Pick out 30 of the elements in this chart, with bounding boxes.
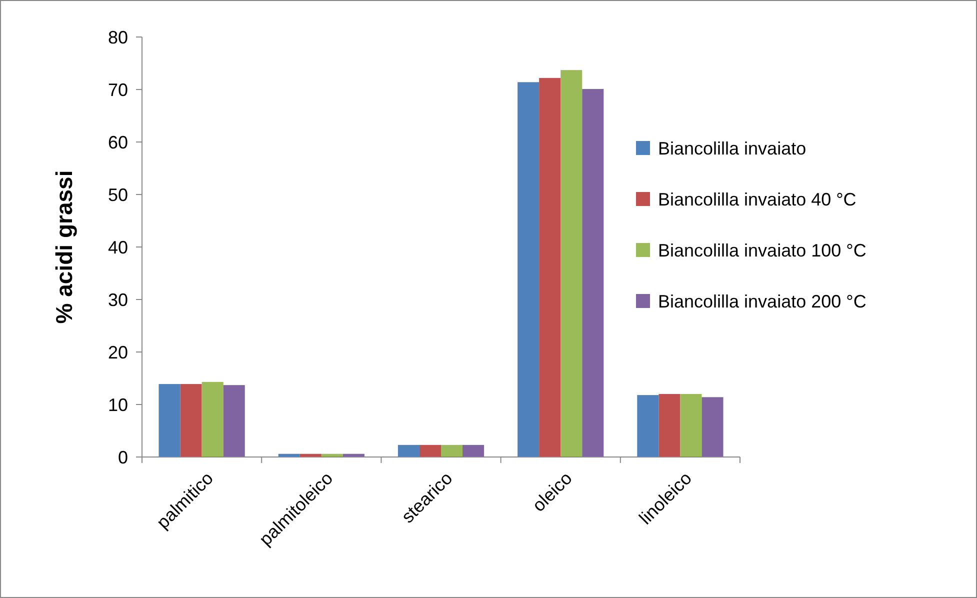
y-tick-label: 30 bbox=[108, 290, 128, 310]
bar bbox=[441, 444, 463, 457]
bar bbox=[560, 70, 582, 457]
bar bbox=[223, 385, 245, 457]
bar bbox=[462, 444, 484, 457]
y-tick-label: 60 bbox=[108, 132, 128, 152]
bar bbox=[158, 384, 180, 457]
y-tick-label: 40 bbox=[108, 237, 128, 258]
y-axis-title: % acidi grassi bbox=[51, 170, 77, 324]
bar bbox=[202, 382, 224, 457]
y-tick-label: 20 bbox=[108, 342, 128, 362]
bar bbox=[702, 397, 724, 457]
bar bbox=[419, 444, 441, 457]
bar bbox=[398, 444, 420, 457]
bar bbox=[680, 394, 702, 457]
bar bbox=[637, 395, 659, 457]
legend-label: Biancolilla invaiato 40 °C bbox=[658, 189, 856, 210]
bar bbox=[582, 88, 604, 457]
y-tick-label: 80 bbox=[108, 27, 128, 48]
bar bbox=[180, 384, 202, 457]
legend-label: Biancolilla invaiato 200 °C bbox=[658, 291, 866, 312]
legend-label: Biancolilla invaiato bbox=[658, 138, 806, 158]
bar bbox=[518, 82, 540, 457]
y-tick-label: 70 bbox=[108, 80, 128, 100]
y-tick-label: 0 bbox=[118, 447, 128, 468]
bar bbox=[658, 394, 680, 457]
legend-label: Biancolilla invaiato 100 °C bbox=[658, 240, 866, 260]
y-tick-label: 10 bbox=[108, 394, 128, 415]
y-tick-label: 50 bbox=[108, 184, 128, 205]
bar bbox=[539, 78, 561, 457]
